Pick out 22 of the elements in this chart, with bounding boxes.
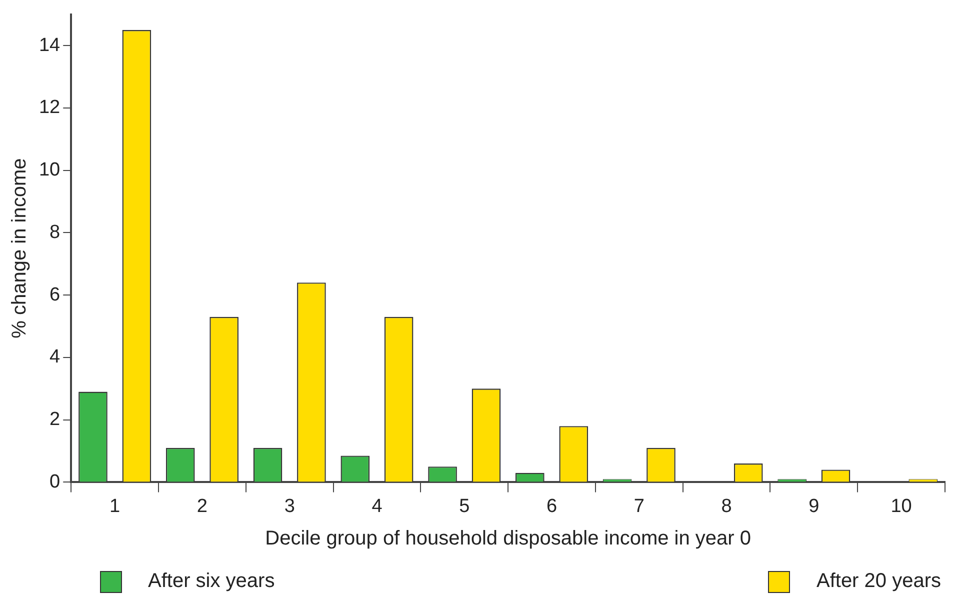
x-tick-label: 3 <box>284 496 295 517</box>
x-tick-label: 9 <box>808 496 820 517</box>
x-tick-label: 5 <box>459 496 470 517</box>
y-tick-label: 6 <box>50 284 60 306</box>
x-tick-label: 4 <box>372 496 383 517</box>
x-tick-label: 8 <box>721 496 732 517</box>
x-tick-label: 10 <box>890 496 912 517</box>
y-axis-title: % change in income <box>8 158 31 338</box>
legend-label: After 20 years <box>816 570 941 593</box>
y-tick-label: 4 <box>50 346 61 368</box>
y-tick-label: 14 <box>38 34 61 56</box>
x-tick-label: 7 <box>634 496 644 517</box>
y-tick-label: 12 <box>38 97 60 118</box>
y-tick-label: 2 <box>50 409 60 430</box>
x-tick-label: 2 <box>196 496 208 517</box>
y-tick-label: 8 <box>50 222 60 243</box>
x-tick-label: 1 <box>110 496 120 517</box>
legend-label: After six years <box>148 570 275 593</box>
y-tick-label: 10 <box>38 160 60 181</box>
y-tick-label: 0 <box>50 471 60 492</box>
x-axis-title: Decile group of household disposable income in year 0 <box>265 528 751 550</box>
x-tick-label: 6 <box>546 496 558 517</box>
